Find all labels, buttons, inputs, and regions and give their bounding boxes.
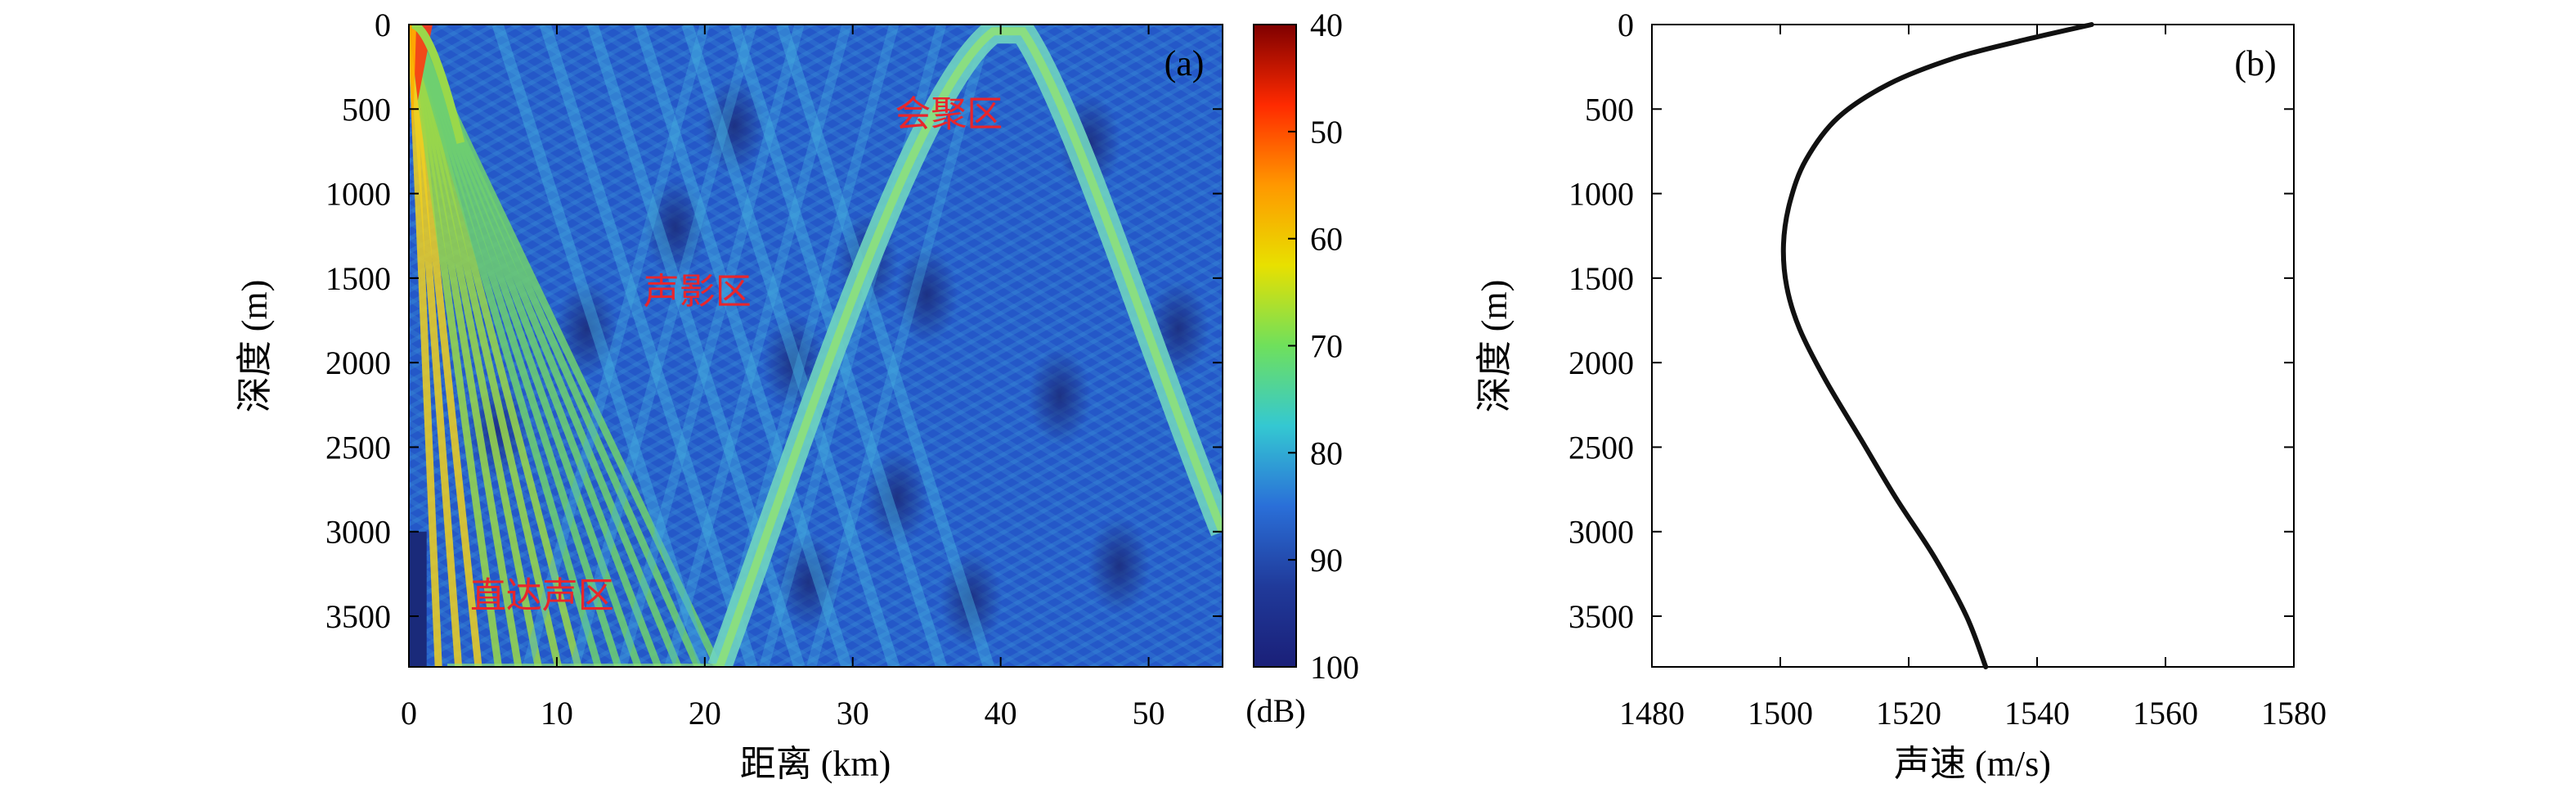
shadow-spot: [895, 245, 958, 344]
colorbar: 40 50 60 70 80 90 100 (dB): [1245, 7, 1359, 729]
y-tick-label: 2000: [325, 344, 391, 381]
y-tick-label: 2000: [1568, 344, 1634, 381]
fringe-band: [617, 25, 805, 667]
x-tick-label: 40: [985, 695, 1017, 732]
fringe-band: [539, 25, 758, 667]
x-tick-label: 1540: [2004, 695, 2070, 732]
colorbar-tick-label: 50: [1310, 114, 1343, 151]
colorbar-tick-label: 70: [1310, 328, 1343, 365]
panel-b-frame: [1651, 24, 2295, 668]
region-label: 声影区: [644, 272, 752, 312]
seafloor-shadow: [409, 531, 427, 667]
y-tick-label: 1000: [325, 176, 391, 213]
panel-b-y-ticks: 0 500 1000 1500 2000 2500 3000 3500: [1568, 7, 2294, 635]
y-tick-label: 3000: [1568, 514, 1634, 551]
region-label: 直达声区: [470, 576, 614, 616]
y-tick-label: 3500: [1568, 598, 1634, 635]
y-tick-label: 1500: [325, 260, 391, 297]
shadow-spot: [703, 76, 765, 175]
fringe-band: [664, 25, 852, 667]
panel-a-frame: [408, 24, 1223, 668]
x-tick-label: 50: [1133, 695, 1165, 732]
colorbar-tick-label: 60: [1310, 221, 1343, 258]
y-tick-label: 0: [1618, 7, 1634, 43]
y-tick-label: 500: [342, 91, 391, 128]
convergence-zone-arch-core: [716, 27, 1223, 667]
y-tick-label: 1000: [1568, 176, 1634, 213]
panel-a-heatmap: 0 10 20 30 40 50 0 500 1000 1500 2000 2500 3000 3500…: [235, 7, 1223, 784]
shadow-spot: [1029, 347, 1091, 446]
colorbar-tick-label: 90: [1310, 542, 1343, 579]
panel-b-line-chart: 1480 1500 1520 1540 1560 1580 0 500 1000 1500 200…: [1474, 7, 2327, 784]
heatmap-field: [409, 25, 1223, 667]
y-tick-label: 3500: [325, 598, 391, 635]
shadow-spot: [777, 533, 840, 632]
panel-a-x-axis-label: 距离 (km): [740, 744, 891, 784]
shadow-zone-fringes: [491, 25, 994, 667]
y-tick-label: 3000: [325, 514, 391, 551]
surface-ray: [411, 25, 465, 144]
panel-a-label: (a): [1165, 43, 1205, 83]
colorbar-tick-label: 100: [1310, 649, 1359, 686]
y-tick-label: 0: [375, 7, 391, 43]
panel-b-y-axis-label: 深度 (m): [1474, 280, 1515, 413]
y-tick-label: 2500: [1568, 429, 1634, 466]
source-hotspot-core: [409, 25, 417, 143]
colorbar-tick-label: 80: [1310, 435, 1343, 471]
colorbar-label: (dB): [1245, 692, 1305, 729]
panel-b-x-ticks: 1480 1500 1520 1540 1560 1580: [1619, 25, 2327, 732]
colorbar-ticks: 40 50 60 70 80 90 100: [1288, 7, 1359, 686]
x-tick-label: 1520: [1876, 695, 1941, 732]
sound-speed-line: [1780, 22, 2094, 669]
x-tick-label: 1580: [2261, 695, 2327, 732]
panel-a-x-ticks: 0 10 20 30 40 50: [401, 25, 1165, 732]
panel-b-x-axis-label: 声速 (m/s): [1894, 744, 2051, 784]
x-tick-label: 10: [541, 695, 573, 732]
x-tick-label: 1480: [1619, 695, 1685, 732]
x-tick-label: 1560: [2133, 695, 2198, 732]
x-tick-label: 1500: [1748, 695, 1813, 732]
shadow-spot: [644, 178, 707, 277]
shadow-spot: [1088, 516, 1151, 615]
direct-ray: [409, 25, 722, 667]
fringe-band: [569, 25, 757, 667]
fringe-band: [522, 25, 710, 667]
panel-b-series: [1780, 22, 2094, 669]
fringe-band: [491, 25, 711, 667]
fringe-band: [806, 25, 994, 667]
y-tick-label: 2500: [325, 429, 391, 466]
region-label: 会聚区: [895, 94, 1003, 134]
x-tick-label: 30: [837, 695, 869, 732]
x-tick-label: 0: [401, 695, 417, 732]
fringe-band: [681, 25, 900, 667]
fringe-band: [634, 25, 853, 667]
shadow-spot: [940, 550, 1003, 649]
x-tick-label: 20: [689, 695, 721, 732]
y-tick-label: 1500: [1568, 260, 1634, 297]
y-tick-label: 500: [1585, 91, 1634, 128]
shadow-spot: [866, 448, 928, 547]
panel-a-y-axis-label: 深度 (m): [235, 280, 275, 413]
fringe-band: [776, 25, 994, 667]
panel-a-y-ticks: 0 500 1000 1500 2000 2500 3000 3500: [325, 7, 1223, 635]
panel-b-label: (b): [2234, 43, 2276, 83]
colorbar-tick-label: 40: [1310, 7, 1343, 43]
